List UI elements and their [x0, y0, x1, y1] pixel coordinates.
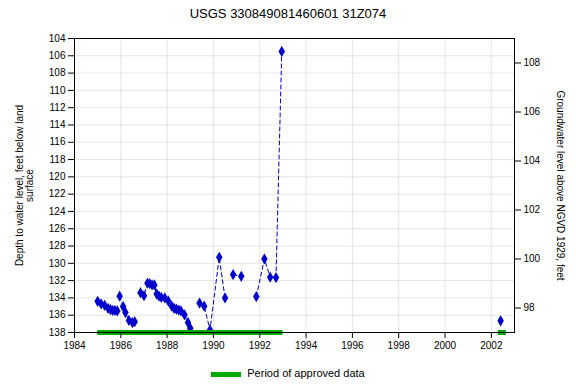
- svg-text:2002: 2002: [480, 340, 503, 351]
- svg-text:138: 138: [49, 327, 66, 338]
- svg-text:112: 112: [50, 102, 66, 113]
- svg-text:126: 126: [49, 223, 66, 234]
- svg-text:1998: 1998: [388, 340, 411, 351]
- svg-text:106: 106: [524, 106, 541, 117]
- html-text:Period of approved data: Period of approved data: [247, 367, 365, 379]
- svg-text:1996: 1996: [341, 340, 364, 351]
- svg-text:100: 100: [524, 253, 541, 264]
- html-text:USGS 330849081460601 31Z074: USGS 330849081460601 31Z074: [189, 6, 387, 21]
- svg-text:116: 116: [50, 136, 66, 147]
- svg-text:118: 118: [50, 154, 66, 165]
- svg-text:1984: 1984: [63, 340, 86, 351]
- svg-text:108: 108: [524, 57, 541, 68]
- svg-text:106: 106: [49, 50, 66, 61]
- svg-text:104: 104: [49, 33, 66, 44]
- svg-text:114: 114: [50, 119, 66, 130]
- svg-text:1990: 1990: [202, 340, 225, 351]
- svg-text:122: 122: [49, 188, 66, 199]
- svg-text:98: 98: [524, 302, 536, 313]
- svg-text:2000: 2000: [434, 340, 457, 351]
- svg-text:120: 120: [49, 171, 66, 182]
- svg-text:134: 134: [49, 292, 66, 303]
- svg-text:108: 108: [49, 67, 66, 78]
- svg-text:130: 130: [49, 258, 66, 269]
- svg-text:1994: 1994: [295, 340, 318, 351]
- svg-text:Groundwater level above NGVD 1: Groundwater level above NGVD 1929, feet: [555, 90, 566, 280]
- svg-text:124: 124: [49, 206, 66, 217]
- svg-text:102: 102: [524, 204, 541, 215]
- svg-text:136: 136: [49, 309, 66, 320]
- svg-text:104: 104: [524, 155, 541, 166]
- svg-text:132: 132: [49, 275, 66, 286]
- svg-text:1988: 1988: [156, 340, 179, 351]
- svg-text:110: 110: [50, 85, 66, 96]
- svg-text:Depth to water level, feet bel: Depth to water level, feet below landsur…: [14, 105, 35, 266]
- svg-text:1992: 1992: [249, 340, 272, 351]
- svg-text:128: 128: [49, 240, 66, 251]
- svg-text:1986: 1986: [110, 340, 133, 351]
